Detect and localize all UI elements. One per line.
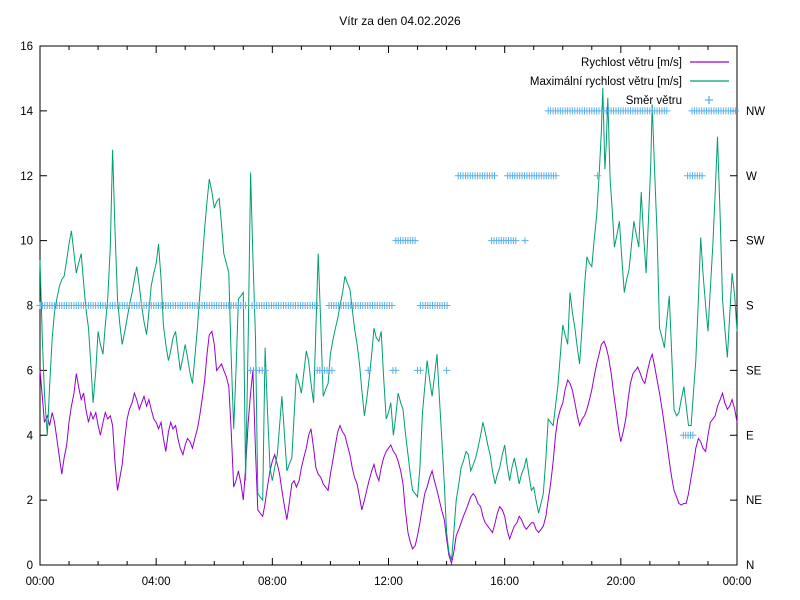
y-tick-label: 0 — [27, 560, 33, 572]
x-tick-label: 04:00 — [142, 576, 171, 588]
x-tick-label: 12:00 — [374, 576, 403, 588]
max-wind-speed-line — [39, 88, 738, 561]
y-tick-label: 8 — [27, 301, 33, 313]
y-tick-label: 12 — [20, 171, 33, 183]
wind-direction-label: NW — [746, 106, 765, 118]
y-tick-label: 6 — [27, 365, 33, 377]
legend-label: Směr větru — [626, 95, 682, 107]
wind-direction-label: W — [746, 171, 757, 183]
wind-direction-label: N — [746, 560, 754, 572]
chart-title: Vítr za den 04.02.2026 — [339, 14, 461, 28]
y-tick-label: 4 — [27, 430, 34, 442]
legend-label: Maximální rychlost větru [m/s] — [530, 76, 682, 88]
wind-direction-label: NE — [746, 495, 762, 507]
wind-speed-line — [39, 330, 738, 566]
wind-direction-markers — [36, 107, 739, 439]
y-tick-label: 16 — [20, 41, 33, 53]
wind-direction-label: SE — [746, 365, 762, 377]
wind-direction-label: E — [746, 430, 754, 442]
y-tick-label: 10 — [20, 236, 33, 248]
x-tick-label: 00:00 — [723, 576, 752, 588]
x-tick-label: 00:00 — [26, 576, 55, 588]
x-tick-label: 16:00 — [490, 576, 519, 588]
x-tick-label: 08:00 — [258, 576, 287, 588]
wind-direction-label: S — [746, 301, 754, 313]
y-tick-label: 14 — [20, 106, 33, 118]
wind-direction-label: SW — [746, 236, 765, 248]
legend-plus-sample — [705, 96, 713, 104]
legend-label: Rychlost větru [m/s] — [581, 57, 682, 69]
x-tick-label: 20:00 — [606, 576, 635, 588]
y-tick-label: 2 — [27, 495, 33, 507]
